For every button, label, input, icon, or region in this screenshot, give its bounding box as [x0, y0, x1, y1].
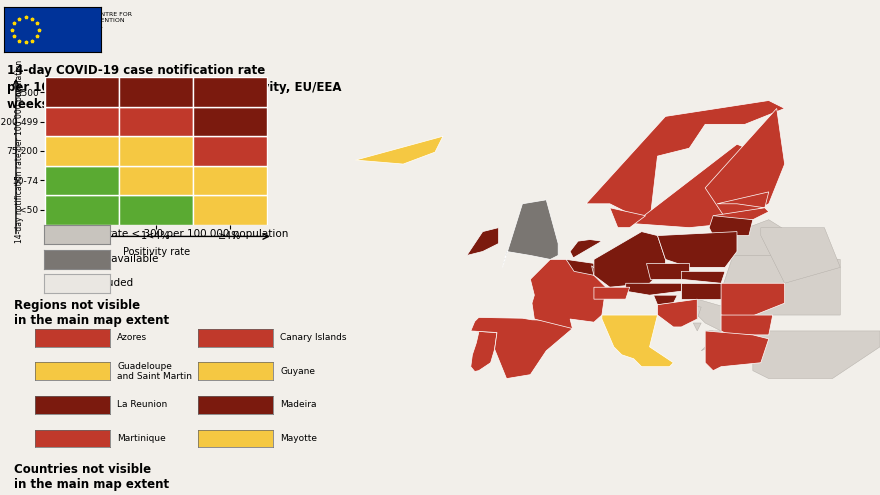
Text: Guadeloupe
and Saint Martin: Guadeloupe and Saint Martin: [117, 361, 192, 381]
Polygon shape: [471, 331, 497, 371]
Polygon shape: [713, 208, 769, 220]
Polygon shape: [466, 228, 499, 255]
Polygon shape: [681, 283, 721, 299]
Text: Azores: Azores: [117, 333, 147, 342]
Polygon shape: [586, 100, 785, 224]
Polygon shape: [769, 291, 785, 299]
Bar: [46, 166, 120, 195]
Bar: [120, 136, 193, 166]
Bar: [120, 77, 193, 107]
Bar: [193, 136, 267, 166]
Text: 14-day notification rate per 100 000 population: 14-day notification rate per 100 000 pop…: [15, 59, 24, 243]
Bar: [46, 136, 120, 166]
Polygon shape: [721, 315, 773, 335]
Text: Testing rate < 300 per 100 000 population: Testing rate < 300 per 100 000 populatio…: [67, 229, 288, 239]
Polygon shape: [701, 331, 713, 351]
Polygon shape: [721, 283, 785, 319]
Bar: [120, 166, 193, 195]
Polygon shape: [705, 331, 769, 371]
Text: No data available: No data available: [67, 254, 158, 264]
Polygon shape: [471, 317, 573, 379]
Polygon shape: [570, 240, 602, 258]
Text: Mayotte: Mayotte: [280, 434, 317, 443]
Bar: [46, 107, 120, 136]
Bar: [193, 107, 267, 136]
Polygon shape: [356, 136, 443, 164]
Text: Madeira: Madeira: [280, 400, 317, 409]
Polygon shape: [591, 266, 598, 275]
Polygon shape: [646, 263, 689, 279]
Polygon shape: [657, 299, 697, 327]
Polygon shape: [594, 232, 665, 287]
Text: EUROPEAN CENTRE FOR
DISEASE PREVENTION
AND CONTROL: EUROPEAN CENTRE FOR DISEASE PREVENTION A…: [56, 12, 132, 29]
Text: Countries not visible
in the main map extent: Countries not visible in the main map ex…: [14, 463, 170, 491]
Polygon shape: [654, 295, 678, 305]
Polygon shape: [733, 220, 801, 255]
Polygon shape: [761, 228, 840, 283]
Polygon shape: [721, 255, 840, 315]
Polygon shape: [566, 259, 594, 275]
Polygon shape: [697, 299, 725, 331]
Polygon shape: [634, 144, 785, 228]
Polygon shape: [657, 232, 737, 267]
Bar: [193, 195, 267, 225]
Text: 14-day COVID-19 case notification rate
per 100 000 population and test positivit: 14-day COVID-19 case notification rate p…: [7, 64, 341, 111]
Text: La Reunion: La Reunion: [117, 400, 167, 409]
Polygon shape: [610, 208, 646, 228]
Bar: [120, 107, 193, 136]
Text: Guyane: Guyane: [280, 367, 315, 376]
Bar: [193, 77, 267, 107]
Bar: [120, 195, 193, 225]
Polygon shape: [681, 271, 725, 283]
Polygon shape: [705, 331, 725, 339]
Bar: [46, 77, 120, 107]
Bar: [46, 195, 120, 225]
Polygon shape: [705, 108, 785, 224]
Polygon shape: [753, 331, 880, 379]
Polygon shape: [717, 192, 769, 208]
Polygon shape: [671, 303, 701, 327]
Polygon shape: [709, 216, 753, 236]
Polygon shape: [502, 200, 558, 267]
Bar: [193, 166, 267, 195]
Polygon shape: [626, 283, 681, 295]
Text: Not included: Not included: [67, 278, 133, 288]
Text: Martinique: Martinique: [117, 434, 166, 443]
Polygon shape: [693, 323, 701, 331]
Text: Canary Islands: Canary Islands: [280, 333, 347, 342]
Text: Positivity rate: Positivity rate: [122, 247, 190, 257]
Polygon shape: [602, 315, 673, 367]
Polygon shape: [594, 287, 630, 299]
Polygon shape: [531, 259, 605, 329]
Text: Regions not visible
in the main map extent: Regions not visible in the main map exte…: [14, 299, 170, 328]
